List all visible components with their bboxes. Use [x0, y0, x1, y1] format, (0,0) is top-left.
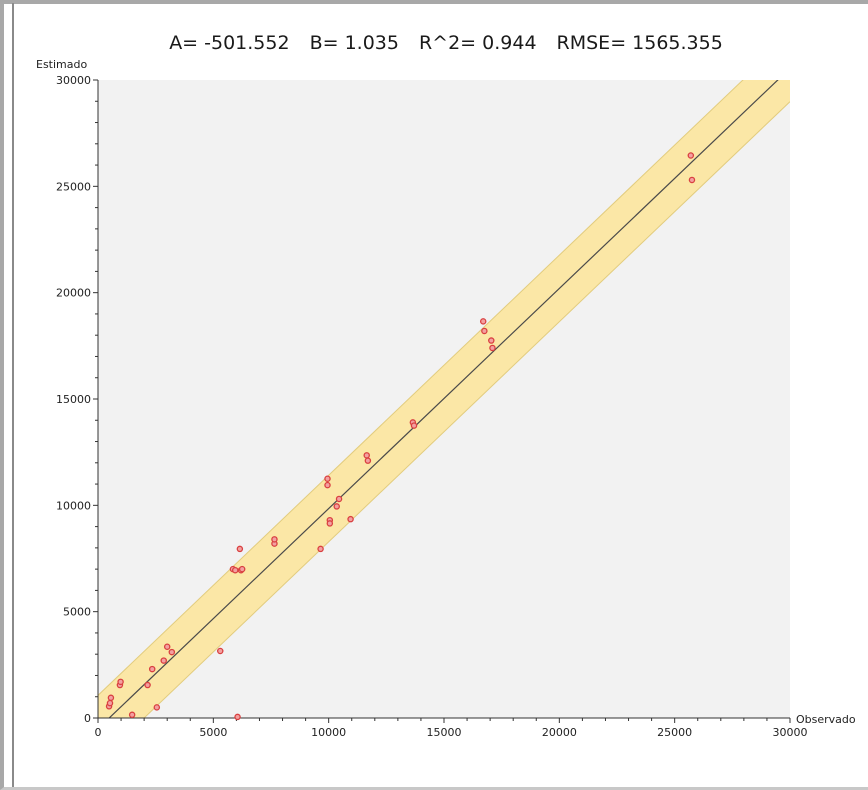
y-tick-label: 15000: [56, 393, 91, 406]
title-part: RMSE= 1565.355: [557, 32, 723, 54]
title-part: A= -501.552: [169, 32, 289, 54]
data-point: [687, 152, 695, 159]
y-tick-label: 5000: [63, 606, 91, 619]
data-point: [364, 457, 372, 464]
data-point: [117, 678, 124, 686]
data-point: [410, 422, 418, 429]
title-part: B= 1.035: [310, 32, 399, 54]
data-point: [168, 648, 176, 656]
axes: 0 5000 10000 15000 20000 25000 30000 0 5000 10000…: [56, 74, 808, 739]
data-point: [489, 344, 496, 352]
data-point: [479, 318, 487, 325]
band-lower-edge: [143, 101, 790, 718]
y-tick-label: 20000: [56, 287, 91, 300]
data-point: [481, 327, 488, 335]
y-axis-label: Estimado: [36, 58, 87, 71]
data-point: [488, 337, 495, 344]
data-point: [317, 545, 324, 553]
window-divider: [12, 3, 14, 787]
data-point: [160, 657, 167, 664]
band-upper-edge: [98, 80, 744, 696]
regression-line: [108, 80, 779, 718]
x-tick-label: 20000: [542, 726, 577, 739]
x-tick-label: 0: [95, 726, 102, 739]
regression-line-layer: [108, 80, 779, 718]
x-tick-label: 15000: [427, 726, 462, 739]
data-point: [153, 704, 161, 711]
x-tick-label: 25000: [657, 726, 692, 739]
data-point: [324, 481, 331, 489]
y-tick-label: 10000: [56, 499, 91, 512]
data-point: [326, 520, 334, 527]
y-tick-label: 30000: [56, 74, 91, 87]
x-tick-label: 30000: [773, 726, 808, 739]
data-point: [106, 699, 114, 707]
data-point: [163, 643, 171, 651]
data-point: [144, 681, 151, 689]
data-point: [148, 665, 156, 673]
data-point: [347, 515, 354, 523]
data-points: [105, 152, 696, 721]
y-tick-label: 25000: [56, 180, 91, 193]
chart-title: A= -501.552 B= 1.035 R^2= 0.944 RMSE= 1565.…: [169, 32, 723, 54]
data-point: [271, 536, 278, 543]
data-point: [335, 495, 343, 503]
data-point: [236, 545, 244, 553]
title-part: R^2= 0.944: [419, 32, 537, 54]
x-tick-label: 5000: [199, 726, 227, 739]
data-point: [363, 452, 370, 459]
x-axis-label: Observado: [796, 713, 856, 726]
data-point: [238, 565, 246, 573]
x-tick-label: 10000: [311, 726, 346, 739]
data-point: [688, 176, 696, 184]
data-point: [234, 713, 241, 721]
data-point: [128, 711, 136, 719]
data-point: [231, 566, 239, 574]
data-point: [324, 475, 331, 482]
data-point: [333, 503, 340, 510]
data-point: [107, 694, 115, 702]
data-point: [217, 647, 224, 655]
y-tick-label: 0: [84, 712, 91, 725]
